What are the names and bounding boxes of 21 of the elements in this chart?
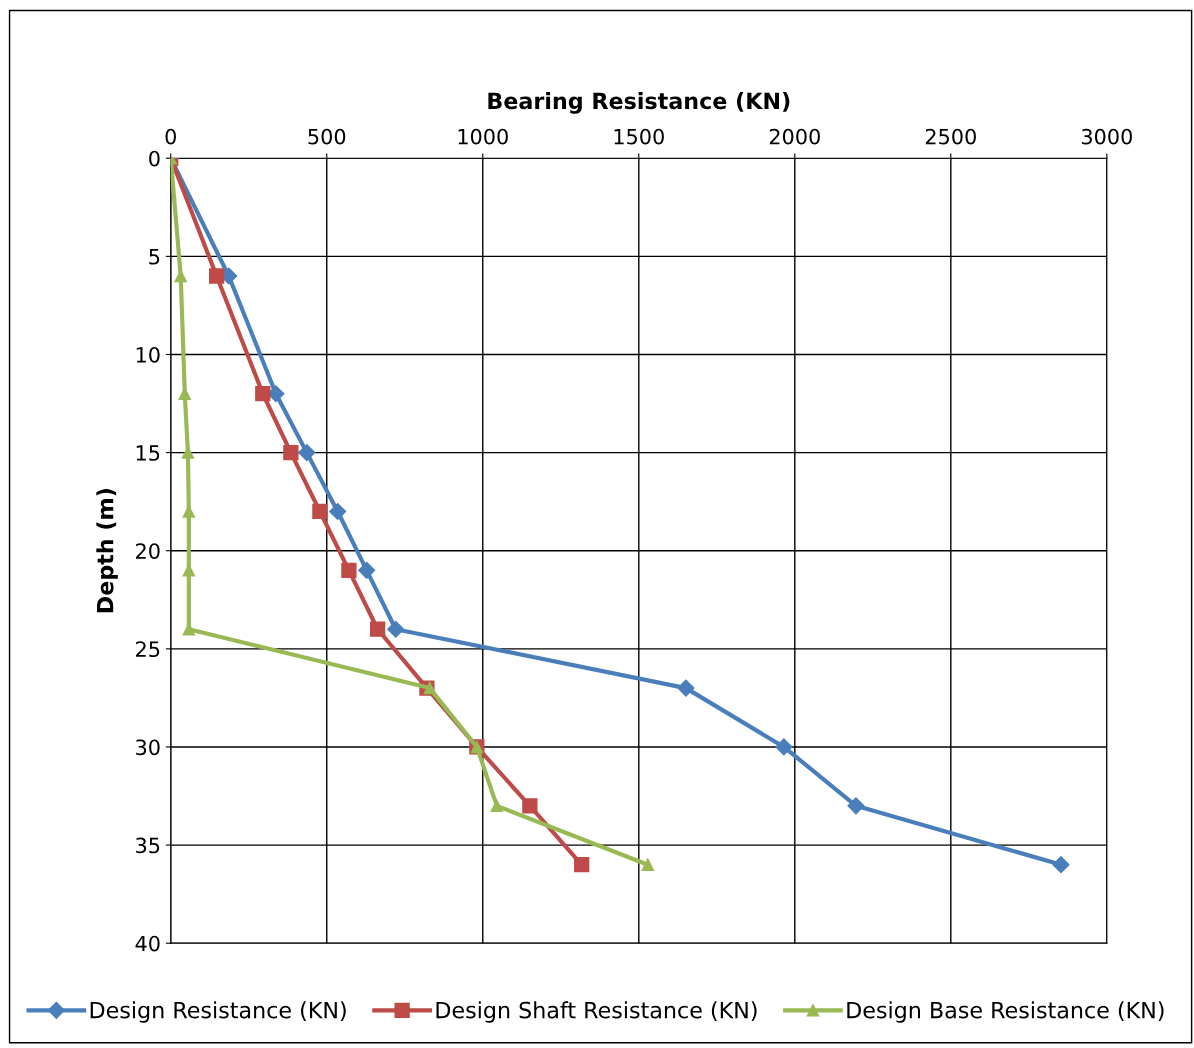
x-tick-label: 1000 [458,128,508,145]
x-tick-label: 2500 [925,128,976,145]
y-tick-label: 40 [135,935,160,952]
legend-label: Design Shaft Resistance (KN) [436,1001,757,1023]
x-tick-label: 0 [165,128,176,145]
x-tick-label: 3000 [1081,128,1132,145]
x-tick-label: 500 [308,128,346,145]
x-tick-label: 2000 [769,128,820,145]
y-tick-label: 20 [136,543,160,559]
y-tick-label: 5 [149,249,160,265]
y-tick-label: 10 [136,346,160,363]
y-tick-label: 25 [136,641,160,658]
legend-label: Design Base Resistance (KN) [847,1001,1164,1023]
y-axis-title: Depth (m) [96,489,118,613]
legend-label: Design Resistance (KN) [90,1001,346,1023]
y-tick-label: 0 [149,150,160,167]
x-axis-title: Bearing Resistance (KN) [488,92,790,114]
y-tick-label: 35 [136,837,160,854]
x-tick-label: 1500 [614,128,664,145]
y-tick-label: 30 [136,739,160,756]
y-tick-label: 15 [136,445,160,461]
